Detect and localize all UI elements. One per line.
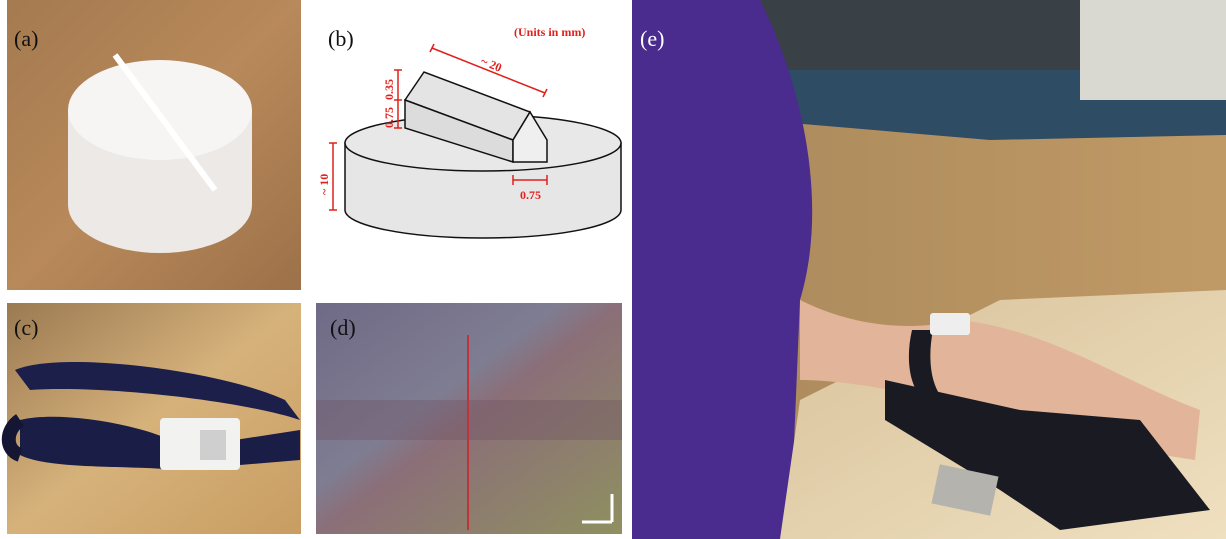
panel-label: (c) (14, 315, 38, 340)
units-note: (Units in mm) (514, 25, 585, 39)
dimension-label: 0.75 (520, 188, 541, 202)
panel-label: (e) (640, 26, 664, 51)
panel-label: (d) (330, 315, 356, 340)
panel-label: (b) (328, 26, 354, 51)
dimension-label: 0.75 (382, 107, 396, 128)
panel-d: (d) (316, 303, 622, 534)
panel-label: (a) (14, 26, 38, 51)
panel-b: (b) (Units in mm) ~ 20 0.35 0.75 ~ 10 0.… (317, 25, 621, 238)
panel-c: (c) (7, 303, 301, 534)
panel-e: (e) (632, 0, 1226, 539)
dimension-label: 0.35 (382, 79, 396, 100)
shirt (632, 0, 812, 539)
panel-a: (a) (7, 0, 301, 290)
figure: (a) (b) (Units in mm) ~ 20 0.35 0.75 ~ 1… (0, 0, 1226, 539)
disk-top (68, 60, 252, 160)
buckle-label (200, 430, 226, 460)
sensor (930, 313, 970, 335)
dimension-label: ~ 20 (479, 54, 504, 75)
device (1080, 0, 1226, 100)
dimension-label: ~ 10 (317, 174, 331, 195)
